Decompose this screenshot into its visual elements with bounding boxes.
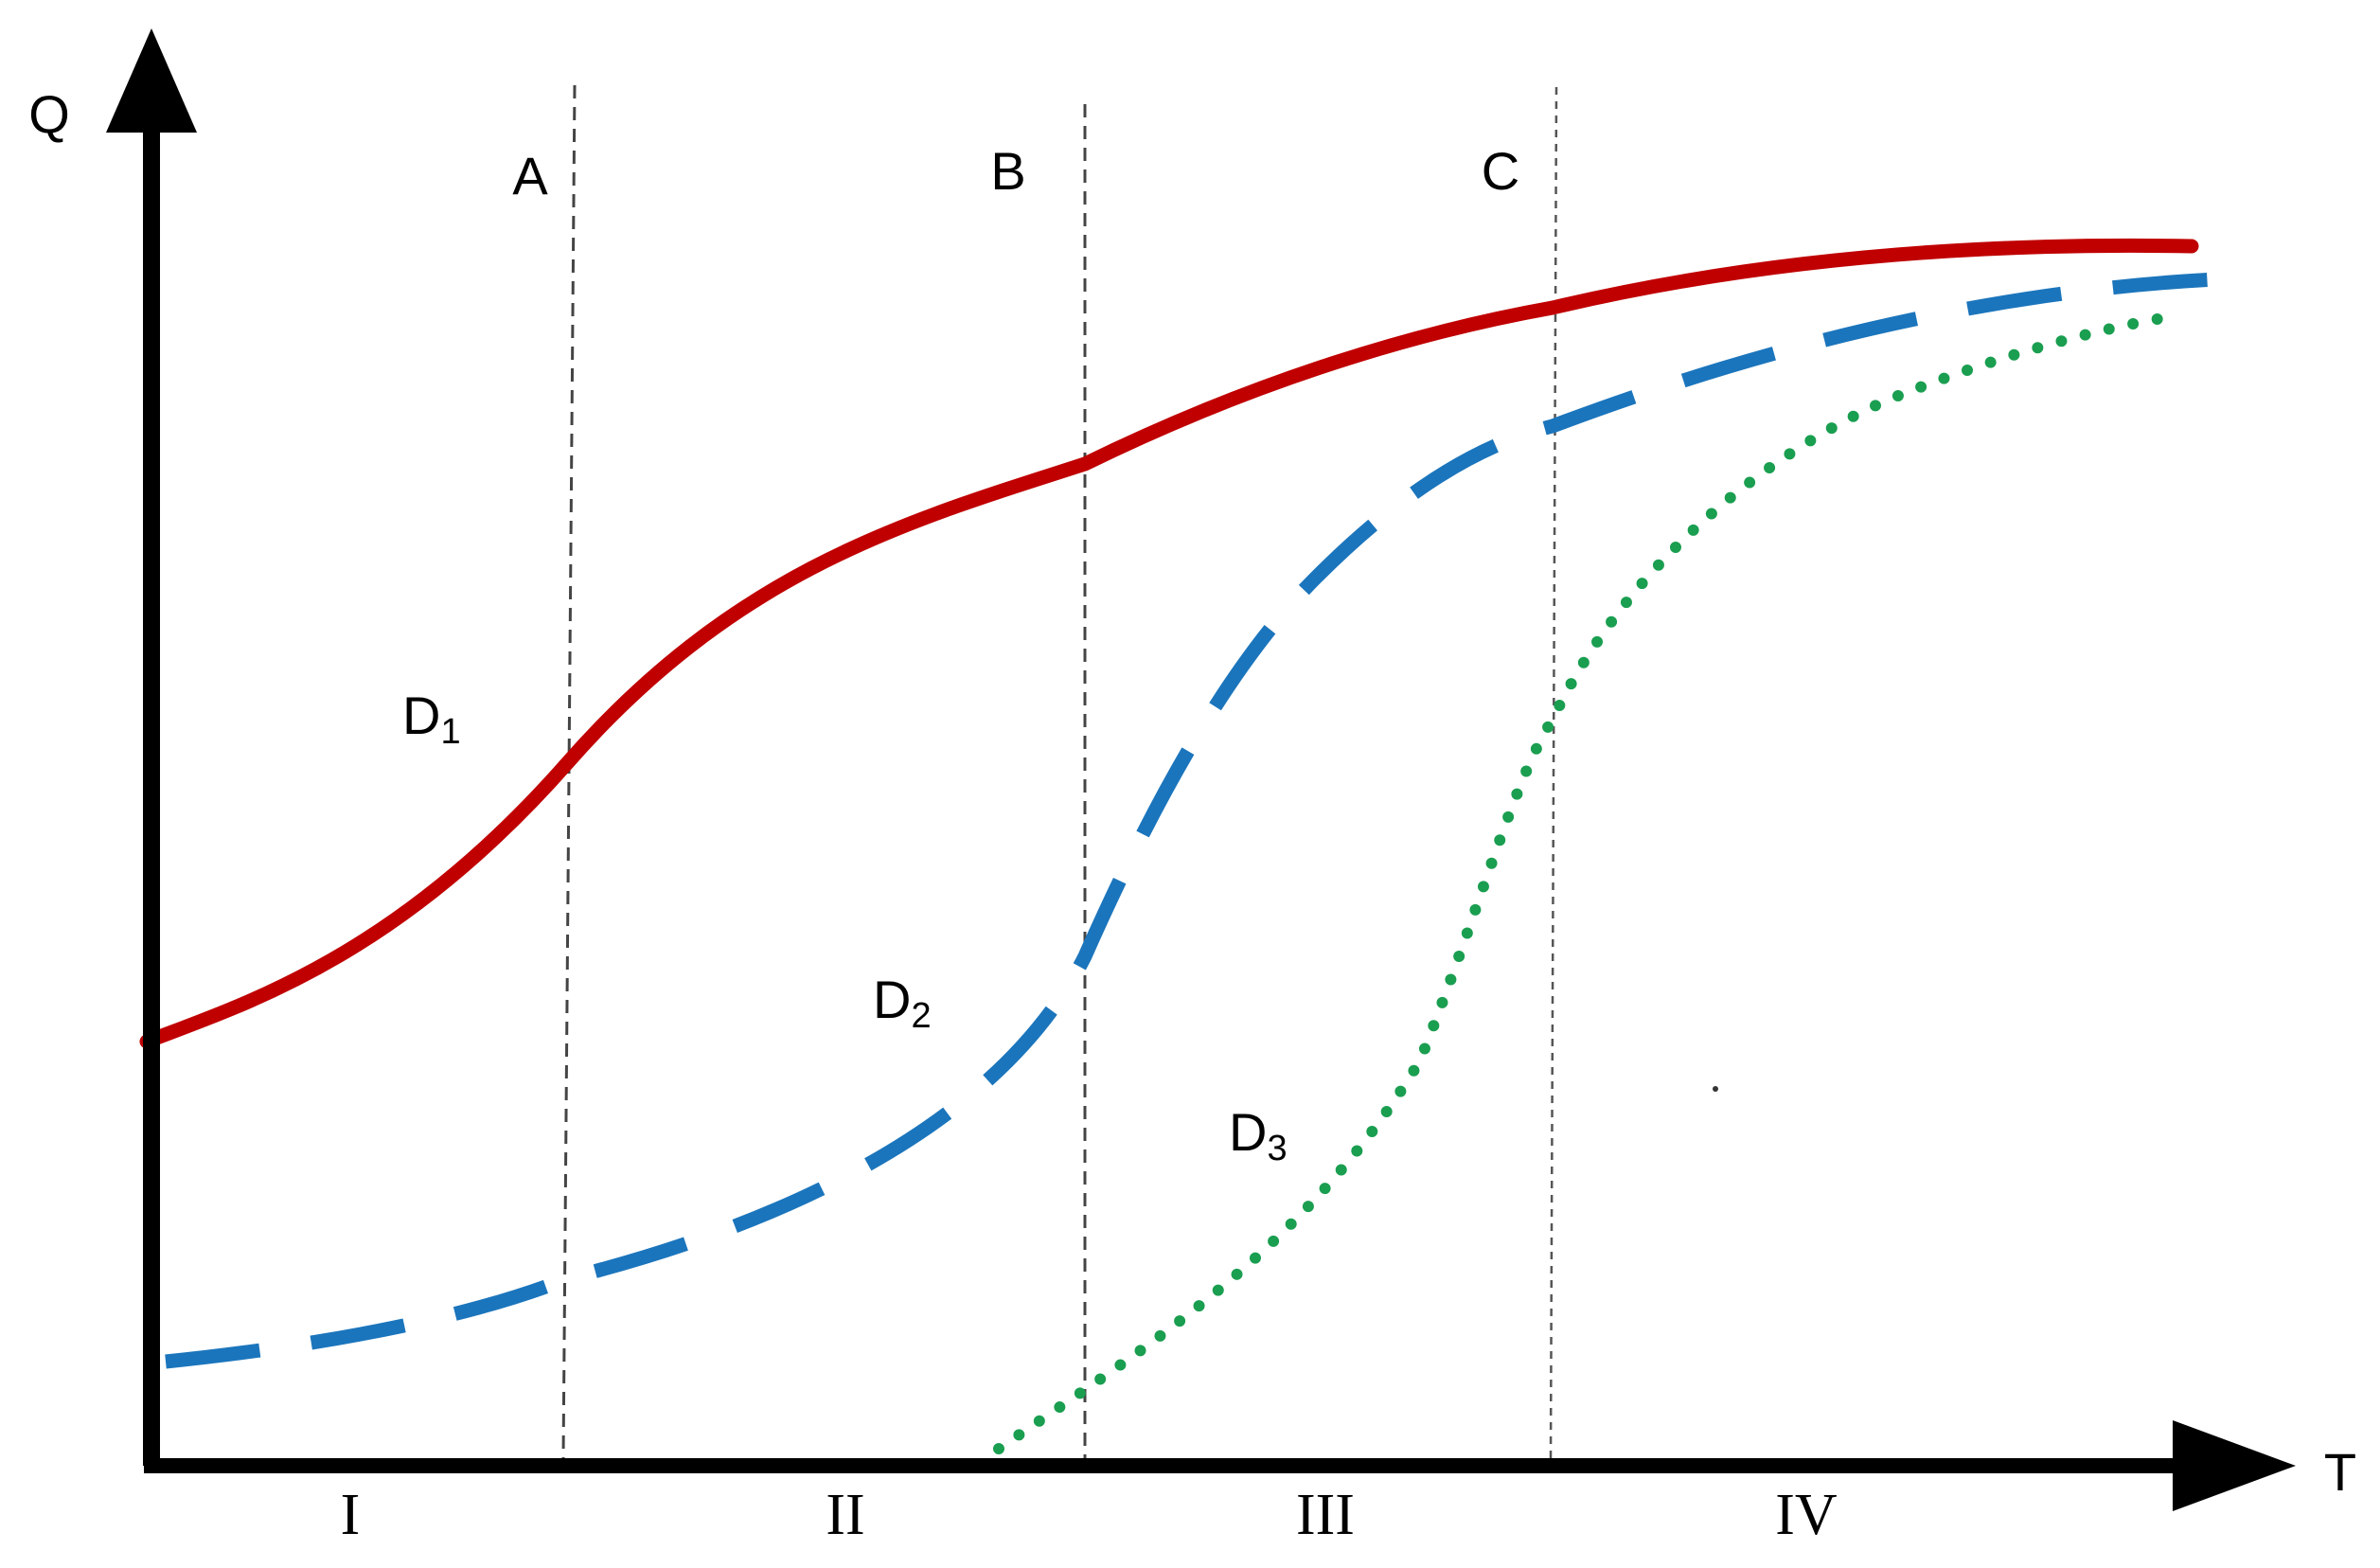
curve-label-d1: D1 (402, 686, 461, 752)
x-axis-arrowhead (2173, 1420, 2296, 1511)
boundary-line-c (1549, 86, 1558, 1459)
boundary-label-c: C (1482, 141, 1519, 201)
curve-label-d3: D3 (1229, 1102, 1288, 1168)
stage-label-3: III (1296, 1483, 1355, 1547)
curve-d1 (139, 238, 2199, 1049)
stage-label-2: II (826, 1483, 864, 1547)
curve-label-d2-main: D (873, 970, 911, 1029)
y-axis-arrowhead (106, 28, 197, 133)
curve-label-d1-sub: 1 (440, 712, 460, 752)
boundary-label-b: B (990, 141, 1025, 201)
curve-d3 (993, 312, 2174, 1454)
stage-label-4: IV (1775, 1483, 1838, 1547)
curve-label-d2-sub: 2 (911, 996, 931, 1036)
curve-label-d2: D2 (873, 970, 932, 1036)
speck-mark (1713, 1086, 1718, 1092)
boundary-label-a: A (512, 146, 548, 205)
curve-label-d1-main: D (402, 686, 440, 745)
y-axis-label: Q (28, 84, 70, 144)
stage-label-1: I (341, 1483, 361, 1547)
curve-label-d3-main: D (1229, 1102, 1267, 1162)
x-axis-label: T (2324, 1442, 2356, 1502)
curve-label-d3-sub: 3 (1267, 1129, 1287, 1168)
curve-d2 (165, 272, 2216, 1369)
